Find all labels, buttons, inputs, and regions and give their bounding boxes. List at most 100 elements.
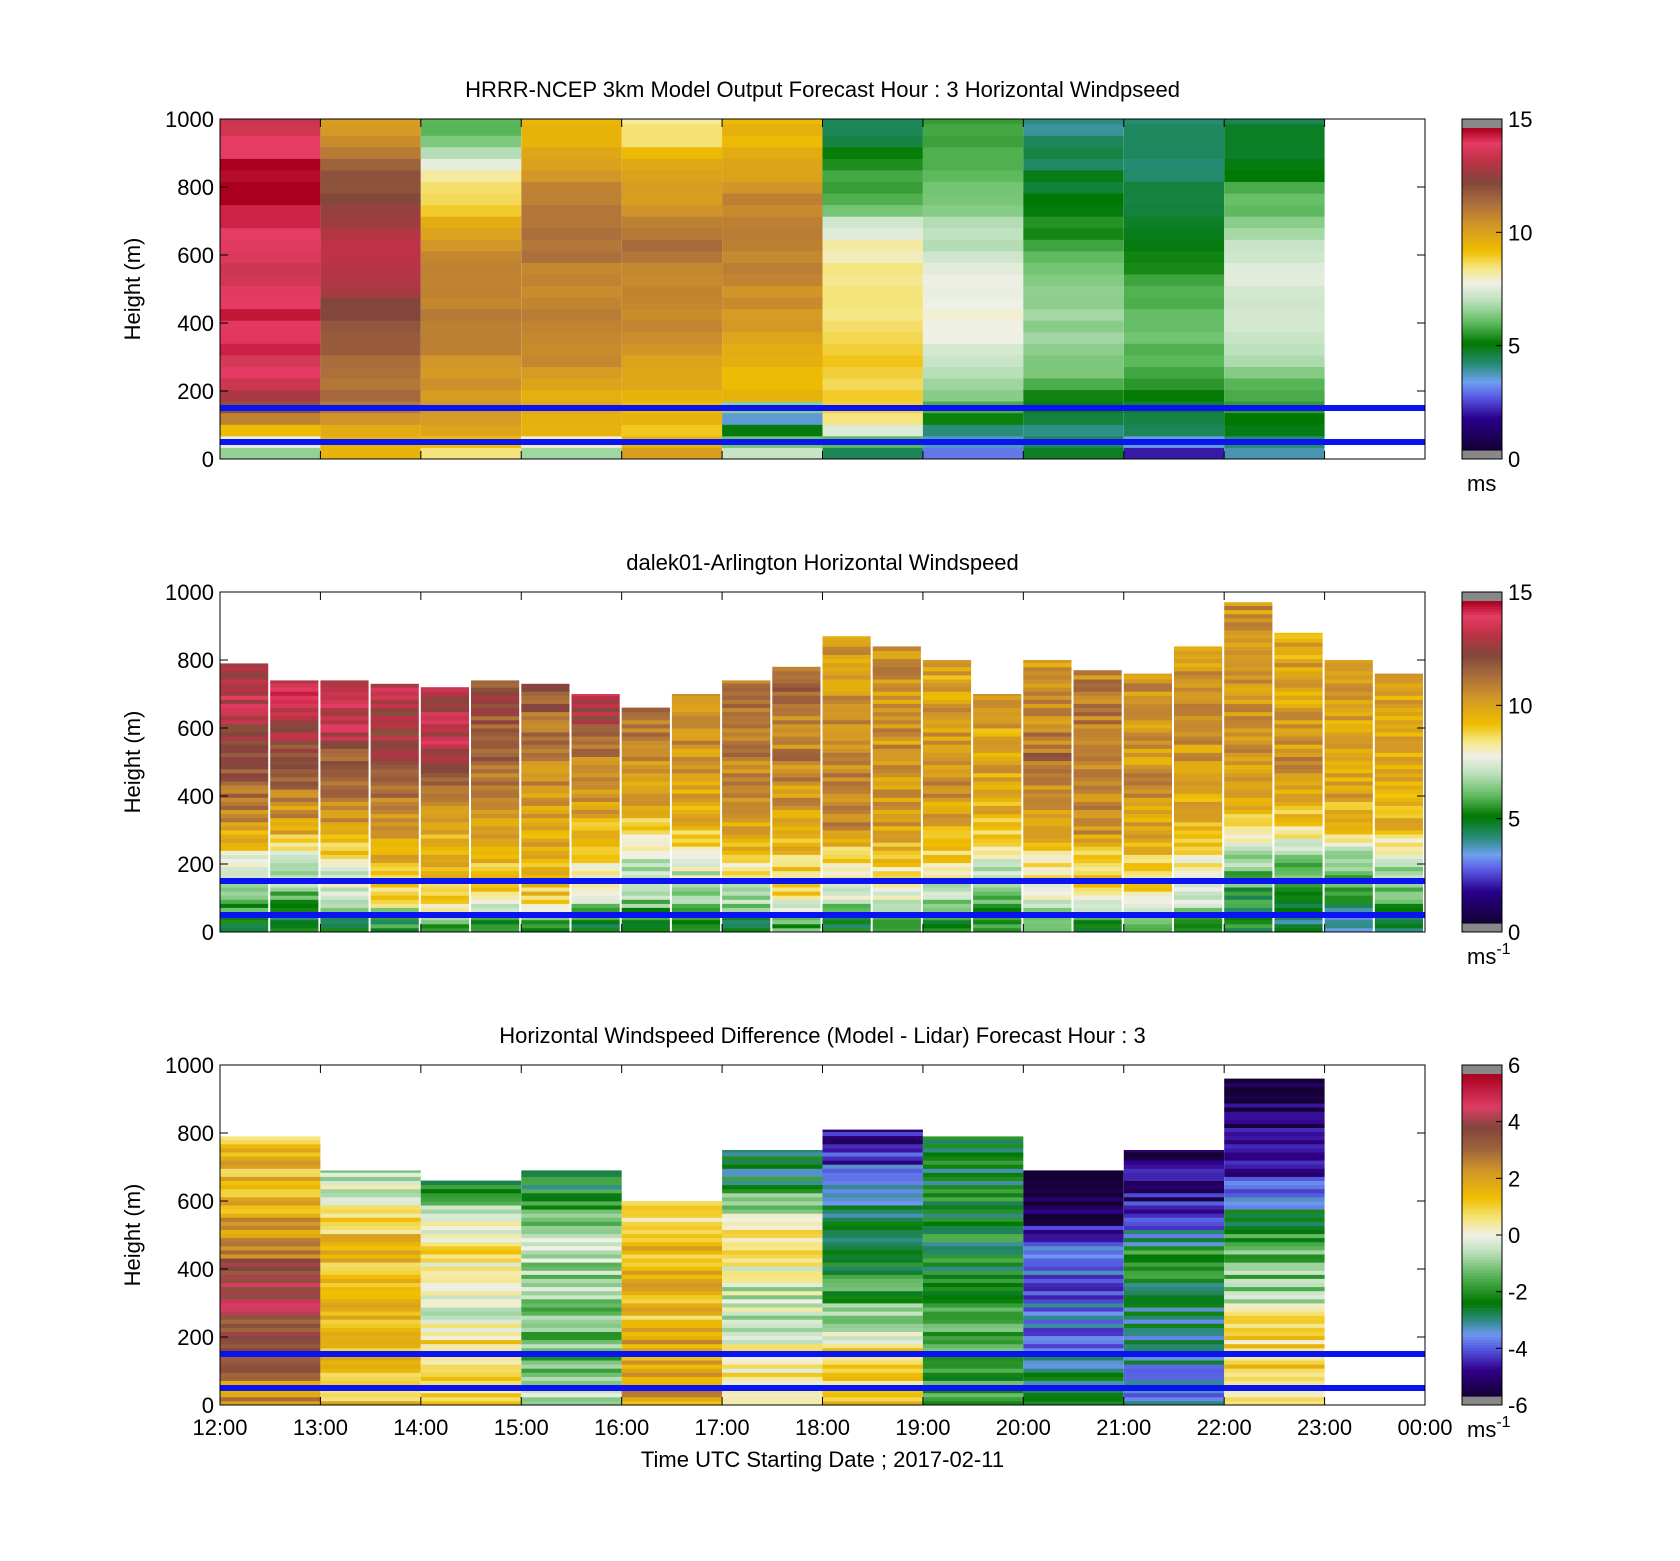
heatmap-cell xyxy=(370,695,419,700)
heatmap-cell xyxy=(521,850,570,855)
heatmap-cell xyxy=(722,1376,823,1381)
heatmap-cell xyxy=(872,846,921,851)
colorbar-segment xyxy=(1462,184,1502,188)
heatmap-cell xyxy=(220,1164,321,1169)
heatmap-cell xyxy=(1123,891,1172,896)
heatmap-cell xyxy=(320,170,421,182)
heatmap-cell xyxy=(1324,675,1373,680)
heatmap-cell xyxy=(370,691,419,696)
heatmap-cell xyxy=(220,297,321,310)
heatmap-cell xyxy=(671,899,721,904)
heatmap-cell xyxy=(973,772,1022,778)
heatmap-cell xyxy=(320,866,369,872)
heatmap-cell xyxy=(621,813,670,819)
heatmap-cell xyxy=(1073,919,1122,925)
heatmap-cell xyxy=(621,874,670,880)
heatmap-cell xyxy=(922,1380,1024,1385)
colorbar-segment xyxy=(1462,1361,1502,1365)
colorbar-segment xyxy=(1462,141,1502,145)
heatmap-cell xyxy=(973,703,1022,708)
heatmap-cell xyxy=(420,378,522,391)
heatmap-cell xyxy=(1224,1274,1325,1279)
heatmap-cell xyxy=(320,817,369,823)
y-tick-label: 600 xyxy=(177,243,214,268)
colorbar-segment xyxy=(1462,1170,1502,1174)
heatmap-cell xyxy=(922,1282,1024,1288)
heatmap-cell xyxy=(621,366,723,379)
heatmap-cell xyxy=(220,389,321,402)
heatmap-cell xyxy=(420,1254,522,1259)
heatmap-cell xyxy=(220,858,269,864)
heatmap-cell xyxy=(1274,789,1323,794)
colorbar-segment xyxy=(1462,232,1502,236)
heatmap-cell xyxy=(1324,777,1373,782)
heatmap-cell xyxy=(722,699,771,704)
heatmap-cell xyxy=(1324,660,1373,664)
heatmap-cell xyxy=(320,308,421,321)
heatmap-cell xyxy=(822,193,923,206)
heatmap-cell xyxy=(521,274,622,286)
heatmap-cell xyxy=(1224,1368,1325,1373)
heatmap-cell xyxy=(320,1237,421,1243)
heatmap-cell xyxy=(772,809,821,815)
heatmap-cell xyxy=(1374,728,1423,733)
heatmap-cell xyxy=(471,691,520,696)
heatmap-cell xyxy=(922,768,972,774)
colorbar-segment xyxy=(1462,920,1502,924)
heatmap-cell xyxy=(1123,711,1172,717)
heatmap-cell xyxy=(220,1380,321,1385)
heatmap-cell xyxy=(922,830,972,835)
heatmap-cell xyxy=(220,728,269,733)
heatmap-cell xyxy=(822,1209,923,1214)
heatmap-cell xyxy=(420,801,469,806)
heatmap-cell xyxy=(1123,1150,1225,1153)
heatmap-cell xyxy=(370,740,419,745)
colorbar-overflow xyxy=(1462,592,1502,601)
heatmap-cell xyxy=(1023,1368,1124,1373)
heatmap-cell xyxy=(1224,834,1273,839)
colorbar-segment xyxy=(1462,906,1502,911)
heatmap-cell xyxy=(671,850,721,855)
heatmap-cell xyxy=(571,813,620,819)
heatmap-cell xyxy=(822,1188,923,1194)
colorbar-segment xyxy=(1462,1393,1502,1397)
heatmap-cell xyxy=(270,683,319,688)
heatmap-cell xyxy=(1374,825,1423,831)
colorbar-segment xyxy=(1462,1090,1502,1094)
heatmap-cell xyxy=(320,809,369,815)
heatmap-cell xyxy=(370,817,419,823)
heatmap-cell xyxy=(1224,1250,1325,1255)
heatmap-cell xyxy=(1324,728,1373,733)
heatmap-cell xyxy=(1123,695,1172,700)
heatmap-cell xyxy=(922,1229,1024,1235)
heatmap-cell xyxy=(822,1335,923,1341)
heatmap-cell xyxy=(471,781,520,786)
heatmap-cell xyxy=(1023,1241,1124,1247)
heatmap-cell xyxy=(621,158,723,171)
heatmap-cell xyxy=(471,680,520,684)
heatmap-cell xyxy=(922,728,972,733)
heatmap-cell xyxy=(722,389,823,402)
heatmap-cell xyxy=(521,1241,622,1247)
heatmap-cell xyxy=(722,785,771,790)
heatmap-cell xyxy=(1023,1217,1124,1222)
heatmap-cell xyxy=(420,320,522,333)
heatmap-cell xyxy=(521,1274,622,1279)
heatmap-cell xyxy=(973,809,1022,815)
colorbar-segment xyxy=(1462,786,1502,790)
heatmap-cell xyxy=(270,707,319,713)
heatmap-cell xyxy=(1174,662,1223,668)
heatmap-cell xyxy=(872,703,921,708)
colorbar-segment xyxy=(1462,622,1502,626)
colorbar-segment xyxy=(1462,611,1502,615)
colorbar-segment xyxy=(1462,149,1502,153)
heatmap-cell xyxy=(270,919,319,925)
heatmap-cell xyxy=(1023,1245,1124,1251)
heatmap-cell xyxy=(1224,1213,1325,1218)
heatmap-cell xyxy=(822,239,923,252)
colorbar-segment xyxy=(1462,1369,1502,1373)
heatmap-cell xyxy=(722,1262,823,1267)
colorbar-segment xyxy=(1462,348,1502,352)
colorbar-segment xyxy=(1462,278,1502,282)
heatmap-cell xyxy=(270,768,319,774)
